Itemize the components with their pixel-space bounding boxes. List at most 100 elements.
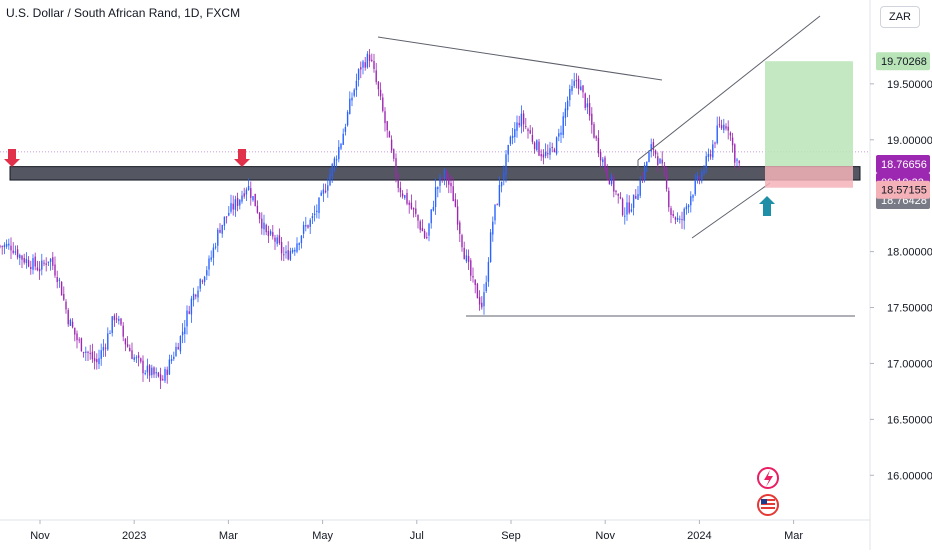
us-flag-logo-icon (757, 494, 779, 516)
candle-body (569, 88, 571, 101)
candle-body (725, 126, 727, 129)
candle-body (731, 137, 734, 146)
candle-body (714, 142, 716, 144)
candle-body (311, 216, 314, 219)
candle-body (588, 103, 591, 116)
candle-body (63, 294, 65, 300)
candle-body (137, 355, 140, 358)
loss-zone[interactable] (765, 166, 853, 188)
candle-body (474, 279, 476, 285)
candle-body (617, 193, 619, 196)
candle-body (483, 292, 485, 307)
candle-body (487, 261, 490, 282)
candle-body (421, 228, 424, 232)
current-price-tag-bg (876, 155, 930, 173)
current-price-tag: 18.76656 (881, 159, 927, 171)
candle-body (45, 263, 47, 265)
candle-body (344, 126, 347, 132)
candle-body (415, 208, 417, 214)
candle-body (184, 327, 186, 334)
candle-body (164, 368, 166, 381)
candle-body (197, 290, 199, 298)
candle-body (591, 113, 593, 125)
candle-body (140, 358, 142, 362)
candle-body (408, 202, 410, 205)
candle-body (289, 251, 292, 260)
candle-body (168, 359, 171, 375)
candle-body (239, 199, 241, 206)
candle-body (481, 302, 483, 308)
candle-body (542, 154, 545, 158)
candle-body (646, 161, 648, 167)
candle-body (166, 369, 168, 375)
candle-body (720, 125, 723, 129)
candle-body (412, 207, 415, 210)
candle-body (153, 367, 155, 375)
currency-button[interactable]: ZAR (880, 6, 920, 28)
candle-body (703, 170, 705, 173)
candle-body (478, 297, 481, 305)
candle-body (65, 301, 67, 310)
descending-trendline[interactable] (377, 36, 663, 81)
candle-body (316, 210, 318, 213)
candle-body (188, 311, 190, 314)
candle-body (80, 338, 83, 352)
candle-body (630, 209, 633, 212)
candle-body (175, 346, 177, 357)
candle-body (500, 181, 503, 187)
channel-lower-line[interactable] (691, 182, 771, 239)
candle-body (118, 318, 120, 321)
resistance-zone[interactable] (9, 166, 861, 181)
candle-body (582, 85, 584, 93)
candle-body (459, 222, 461, 234)
candle-body (428, 223, 430, 236)
candle-body (544, 151, 547, 156)
candle-body (635, 196, 637, 199)
candle-body (14, 251, 17, 253)
candle-body (362, 61, 364, 68)
candle-body (443, 169, 446, 179)
candle-body (525, 126, 527, 128)
candle-body (580, 86, 582, 91)
candle-body (263, 222, 265, 230)
candle-body (52, 257, 54, 266)
candle-body (346, 112, 349, 126)
candle-body (47, 261, 50, 263)
candle-body (199, 279, 201, 289)
time-tick-label: 2023 (122, 530, 146, 542)
candle-body (272, 232, 274, 237)
candle-body (177, 346, 179, 350)
stop-price-tag-bg (876, 180, 930, 199)
candle-body (410, 202, 413, 209)
candle-body (162, 379, 164, 381)
candle-body (498, 184, 501, 206)
candle-body (49, 258, 52, 262)
candle-body (12, 250, 14, 253)
candle-body (148, 365, 151, 376)
candle-body (441, 178, 443, 180)
candle-body (564, 108, 567, 118)
candle-body (632, 194, 635, 208)
candle-body (142, 360, 144, 374)
candle-body (32, 258, 34, 270)
candle-body (531, 134, 534, 142)
candle-body (212, 247, 215, 258)
channel-upper-line[interactable] (637, 15, 821, 161)
candle-body (476, 283, 479, 299)
candle-body (397, 180, 399, 188)
candle-body (25, 258, 28, 263)
candle-body (641, 178, 644, 180)
candle-body (93, 358, 96, 362)
candle-body (485, 282, 487, 292)
candle-body (126, 344, 129, 347)
profit-zone[interactable] (765, 61, 853, 167)
candle-body (225, 216, 228, 218)
candle-body (258, 212, 261, 219)
candle-body (560, 132, 562, 135)
candle-body (219, 229, 221, 233)
candle-body (379, 89, 382, 97)
candle-body (230, 203, 232, 212)
time-tick-label: May (312, 530, 333, 542)
candle-body (43, 262, 45, 264)
